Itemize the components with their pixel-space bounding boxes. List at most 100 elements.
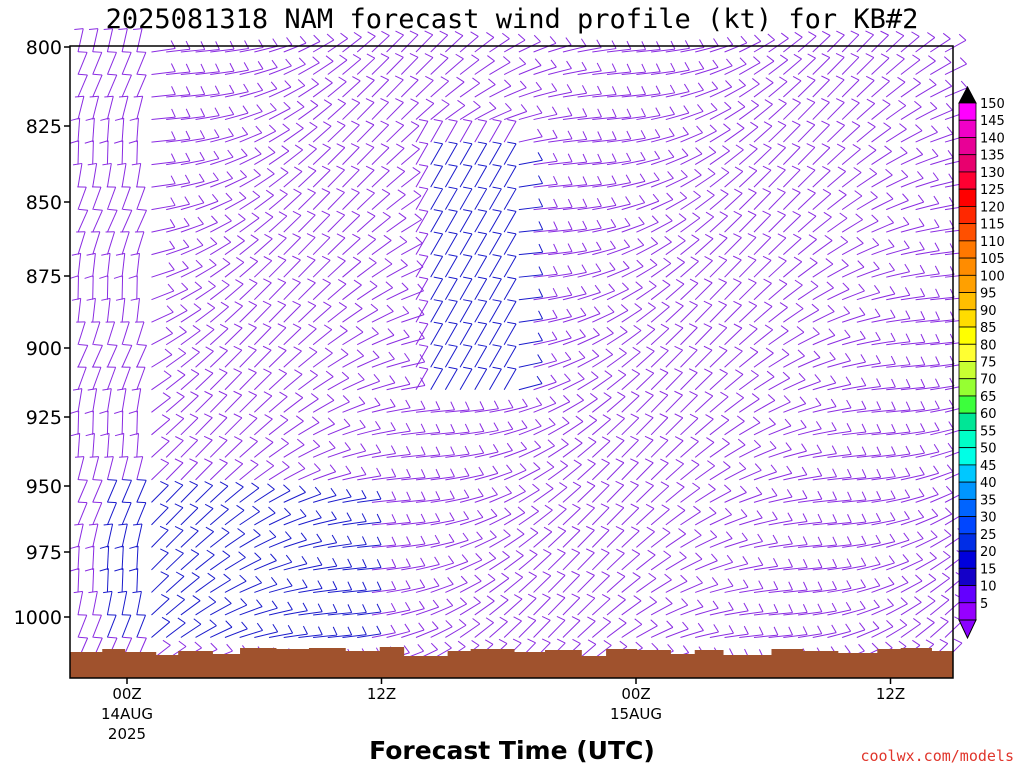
wind-barb-feather — [541, 615, 551, 621]
wind-barb-feather — [406, 491, 411, 501]
wind-barb-feather — [240, 170, 247, 178]
wind-barb-feather — [448, 186, 458, 190]
wind-barb — [166, 138, 191, 143]
wind-barb — [503, 368, 517, 391]
wind-barb — [92, 28, 99, 53]
wind-barb — [371, 632, 396, 638]
wind-barb — [430, 166, 444, 188]
wind-barb — [254, 583, 278, 593]
wind-barb-feather — [309, 369, 318, 376]
wind-barb — [92, 96, 100, 120]
wind-barb-feather — [764, 99, 773, 105]
wind-barb-feather — [199, 151, 205, 161]
wind-barb-feather — [615, 526, 625, 531]
colorbar-swatch — [958, 171, 977, 190]
wind-barb-feather — [758, 603, 764, 613]
wind-barb-feather — [347, 626, 353, 636]
wind-barb-feather — [649, 258, 658, 266]
wind-barb — [210, 48, 235, 53]
wind-barb — [459, 59, 480, 75]
wind-barb — [709, 490, 732, 503]
wind-barb-feather — [380, 53, 390, 59]
wind-barb — [724, 192, 743, 210]
wind-barb — [327, 425, 351, 436]
wind-barb — [327, 192, 345, 210]
wind-barb — [298, 148, 317, 165]
wind-barb-feather — [413, 190, 422, 197]
wind-barb-feather — [391, 468, 397, 477]
wind-barb-feather — [734, 346, 743, 352]
wind-barb — [459, 623, 481, 638]
wind-barb — [312, 376, 334, 391]
wind-barb — [783, 238, 802, 256]
colorbar-label: 40 — [980, 476, 997, 491]
colorbar-top-arrow — [958, 85, 977, 104]
wind-barb — [592, 375, 613, 391]
wind-barb-feather — [473, 100, 481, 108]
wind-barb-feather — [286, 37, 293, 45]
wind-barb-feather — [306, 255, 316, 261]
wind-barb — [518, 510, 539, 526]
wind-barb — [724, 468, 747, 481]
wind-barb-feather — [114, 410, 123, 414]
wind-barb-feather — [916, 531, 924, 539]
wind-barb-feather — [351, 120, 360, 126]
wind-barb — [900, 601, 922, 616]
wind-barb — [210, 199, 233, 211]
wind-barb-feather — [827, 304, 835, 312]
wind-barb-feather — [812, 327, 820, 335]
wind-barb — [665, 133, 689, 143]
wind-barb-feather — [478, 445, 485, 454]
wind-barb — [195, 243, 218, 256]
wind-barb — [298, 634, 323, 638]
wind-barb — [856, 244, 879, 256]
colorbar-swatch — [958, 430, 977, 449]
wind-barb — [768, 260, 787, 278]
wind-barb-feather — [252, 190, 261, 198]
wind-barb-feather — [846, 446, 852, 455]
wind-barb — [92, 523, 99, 548]
wind-barb — [106, 480, 118, 503]
wind-barb — [533, 90, 557, 98]
wind-barb — [621, 159, 646, 166]
wind-barb — [474, 166, 488, 188]
wind-barb-feather — [739, 485, 747, 493]
wind-barb-feather — [630, 458, 639, 464]
wind-barb — [151, 116, 176, 121]
wind-barb-feather — [918, 218, 925, 227]
wind-barb-feather — [581, 264, 587, 273]
wind-barb-feather — [85, 432, 95, 437]
wind-barb-feather — [477, 299, 487, 302]
wind-barb-feather — [679, 191, 688, 199]
wind-barb — [871, 127, 892, 143]
wind-barb — [930, 62, 952, 75]
wind-barb-feather — [765, 347, 774, 354]
wind-barb-feather — [332, 581, 338, 590]
wind-barb-feather — [724, 484, 732, 492]
wind-barb — [209, 328, 229, 346]
wind-barb-feather — [749, 346, 759, 353]
wind-barb-feather — [522, 398, 528, 407]
wind-barb — [92, 52, 103, 75]
plot-frame — [69, 45, 954, 679]
wind-barb — [871, 562, 895, 571]
wind-barb-feather — [498, 638, 508, 645]
wind-barb-feather — [405, 580, 411, 589]
wind-barb — [518, 620, 537, 638]
wind-barb — [166, 94, 191, 98]
wind-barb-feather — [366, 75, 375, 81]
wind-barb — [459, 106, 481, 120]
wind-barb-feather — [737, 100, 746, 108]
wind-barb — [812, 311, 835, 323]
wind-barb — [283, 515, 307, 526]
wind-barb — [444, 121, 458, 143]
wind-barb — [254, 130, 276, 143]
wind-barb-feather — [669, 106, 675, 115]
wind-barb — [430, 80, 449, 98]
wind-barb-feather — [741, 532, 748, 541]
wind-barb-feather — [946, 126, 954, 135]
wind-barb — [254, 238, 273, 256]
wind-barb-feather — [435, 513, 441, 522]
wind-barb-feather — [493, 400, 499, 409]
wind-barb-feather — [444, 641, 452, 649]
